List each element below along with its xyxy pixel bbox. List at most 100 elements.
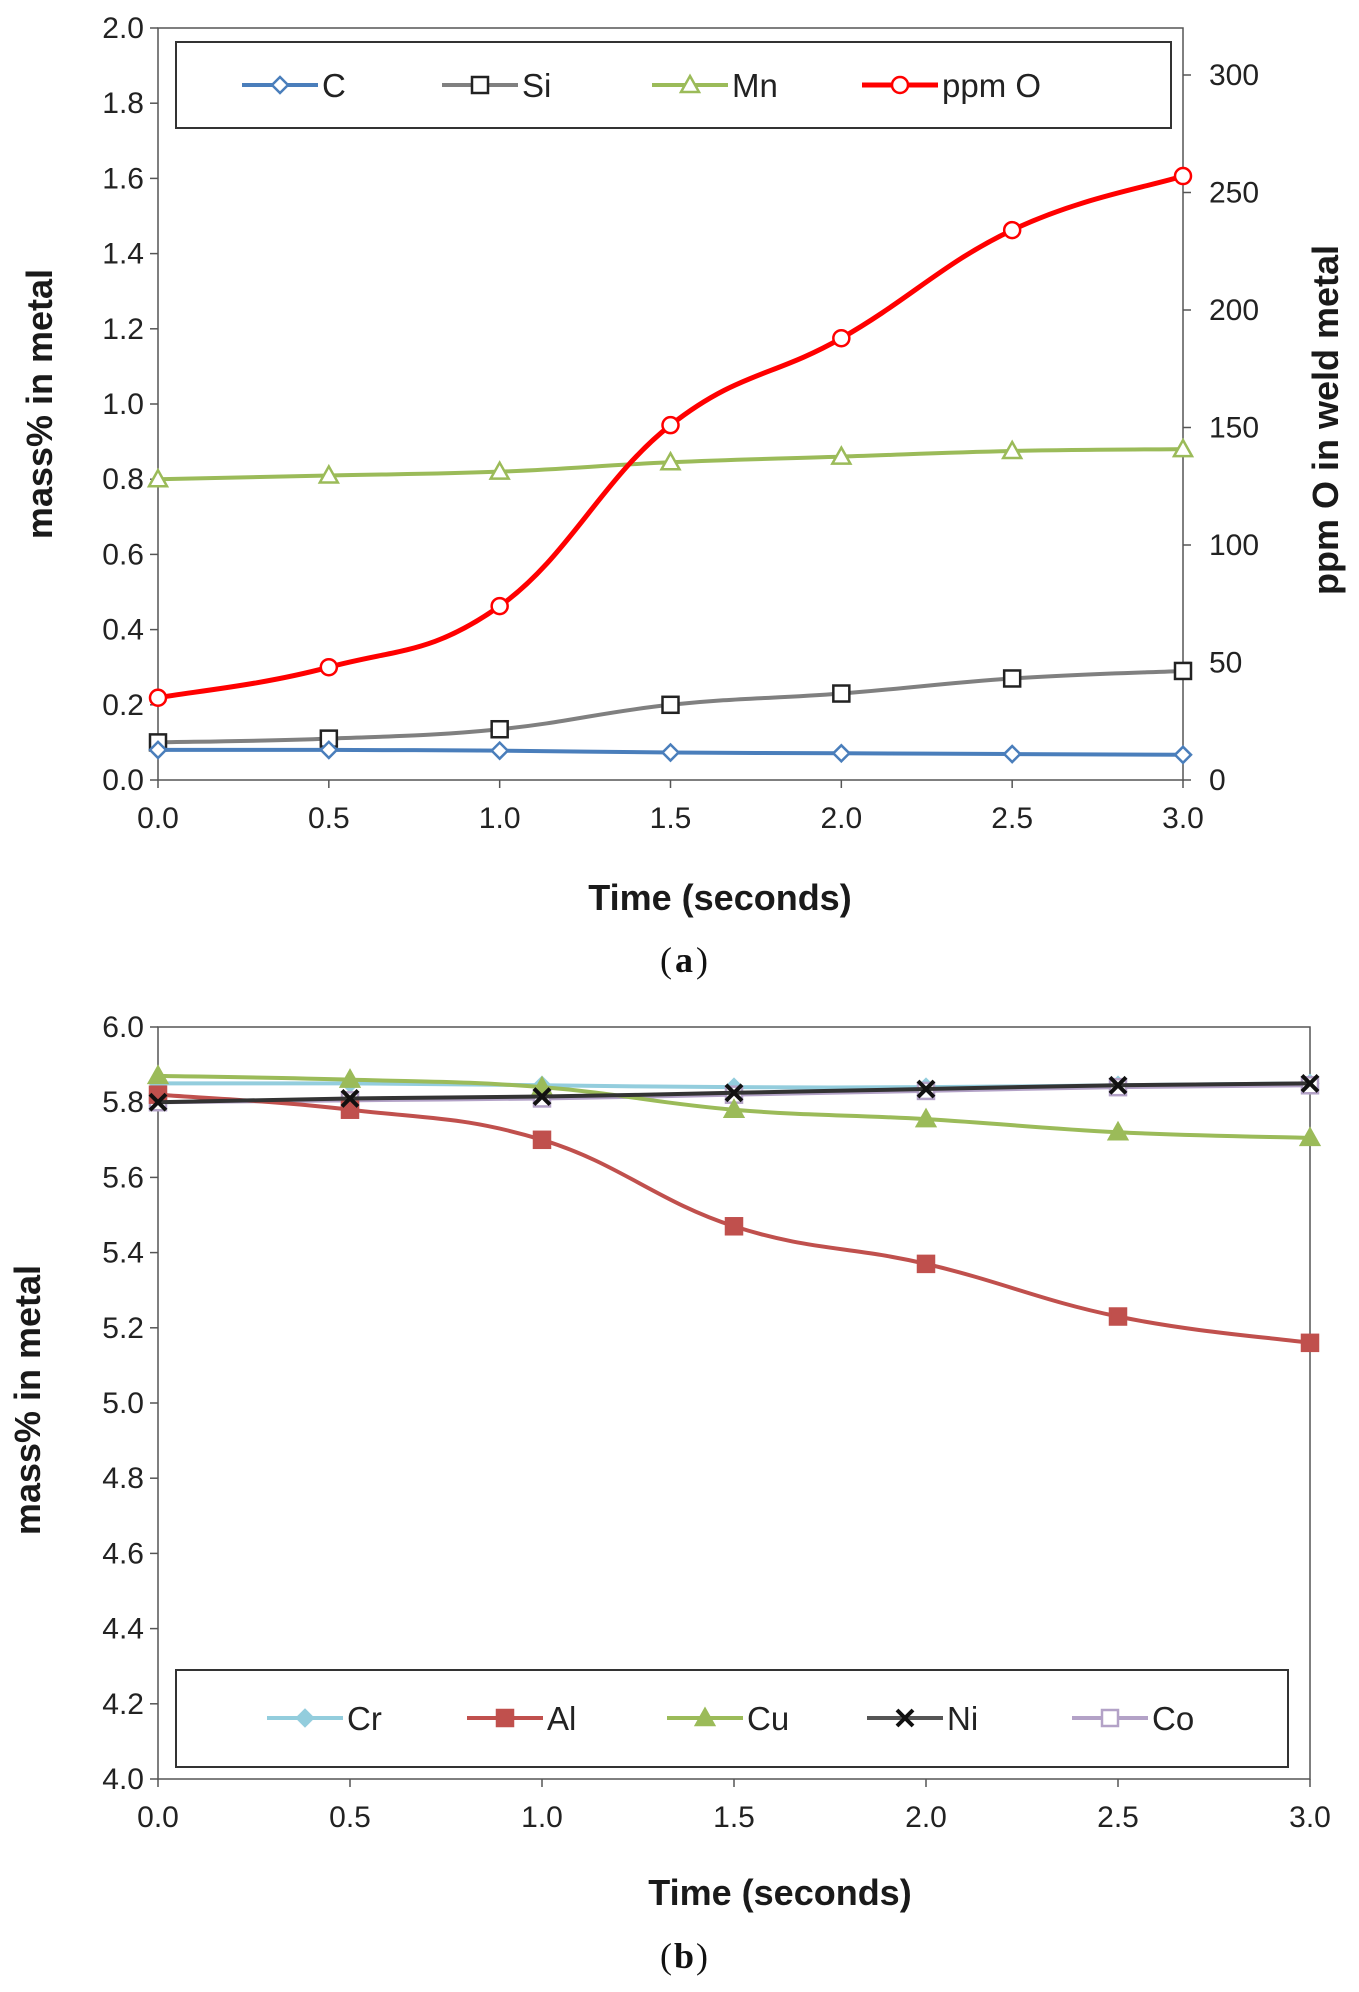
- x-tick-label: 1.5: [713, 1801, 755, 1834]
- y-tick-label: 6.0: [102, 1011, 144, 1044]
- data-point-mn: [1171, 437, 1195, 458]
- panel-a-x-axis: 0.0 0.5 1.0 1.5 2.0 2.5 3.0: [137, 780, 1204, 835]
- x-tick-label: 0.5: [329, 1801, 371, 1834]
- panel-a-y2-axis: 0 50 100 150 200 250 300: [1183, 59, 1259, 797]
- y-tick-label: 1.2: [102, 313, 144, 346]
- data-point-si: [1173, 661, 1193, 681]
- legend-label: C: [322, 67, 346, 104]
- panel-a-y-axis: 0.0 0.2 0.4 0.6 0.8 1.0 1.2 1.4 1.6 1.8 2.0: [102, 12, 158, 797]
- x-tick-label: 3.0: [1162, 802, 1204, 835]
- legend-marker: [295, 1708, 315, 1728]
- legend-label: Al: [547, 1700, 576, 1737]
- y-tick-label: 0.2: [102, 689, 144, 722]
- data-point-ni: [724, 1083, 744, 1103]
- y-tick-label: 0.8: [102, 463, 144, 496]
- y2-tick-label: 200: [1209, 294, 1259, 327]
- y-tick-label: 5.2: [102, 1312, 144, 1345]
- series-al: [148, 1085, 1320, 1353]
- y-tick-label: 5.6: [102, 1161, 144, 1194]
- panel-b-x-axis-title: Time (seconds): [648, 1872, 911, 1913]
- y2-tick-label: 50: [1209, 647, 1242, 680]
- data-point-c: [148, 740, 168, 760]
- data-point-cu: [1106, 1120, 1130, 1141]
- panel-b-label-close: ): [696, 1936, 708, 1976]
- series-c: [148, 740, 1193, 765]
- data-point-c: [660, 742, 681, 763]
- data-point-ppm-o: [661, 415, 680, 435]
- data-point-cu: [914, 1107, 938, 1128]
- y-tick-label: 4.4: [102, 1613, 144, 1646]
- panel-a-label: a: [675, 940, 693, 980]
- data-point-cu: [146, 1064, 170, 1085]
- data-point-mn: [317, 463, 340, 484]
- data-point-al: [724, 1217, 744, 1236]
- panel-b-y-axis: 4.0 4.2 4.4 4.6 4.8 5.0 5.2 5.4 5.6 5.8 6.0: [102, 1011, 158, 1796]
- x-tick-label: 1.5: [650, 802, 692, 835]
- x-tick-label: 2.0: [905, 1801, 947, 1834]
- legend-item-co: Co: [1072, 1700, 1194, 1737]
- data-point-cu: [1298, 1126, 1322, 1147]
- legend-marker: [495, 1708, 515, 1728]
- data-point-ni: [916, 1079, 936, 1099]
- data-point-ni: [1300, 1073, 1320, 1093]
- panel-b-chart: 4.0 4.2 4.4 4.6 4.8 5.0 5.2 5.4 5.6 5.8 6.0 0.0 0.5…: [7, 1011, 1331, 1976]
- legend-marker: [270, 75, 290, 95]
- data-point-c: [1173, 745, 1193, 765]
- data-point-c: [831, 743, 852, 764]
- legend-item-ppm-o: ppm O: [862, 67, 1041, 104]
- x-tick-label: 1.0: [521, 1801, 563, 1834]
- data-point-ni: [1108, 1075, 1128, 1095]
- y-tick-label: 1.4: [102, 238, 144, 271]
- series-line-ppm-o: [155, 173, 1186, 701]
- y2-tick-label: 150: [1209, 412, 1259, 445]
- series-ni: [148, 1073, 1320, 1112]
- data-point-cu: [338, 1068, 362, 1088]
- y-tick-label: 4.8: [102, 1462, 144, 1495]
- legend-marker: [470, 75, 490, 95]
- series-si: [148, 661, 1193, 752]
- y-tick-label: 0.6: [102, 538, 144, 571]
- data-point-ppm-o: [1002, 220, 1022, 240]
- y-tick-label: 1.6: [102, 162, 144, 195]
- legend-item-al: Al: [467, 1700, 576, 1737]
- data-point-cu: [722, 1098, 746, 1118]
- x-tick-label: 1.0: [479, 802, 521, 835]
- y-tick-label: 4.2: [102, 1688, 144, 1721]
- legend-label: Cu: [747, 1700, 789, 1737]
- data-point-c: [489, 740, 510, 761]
- x-stroke-2: [724, 1083, 744, 1103]
- legend-label: Ni: [947, 1700, 978, 1737]
- data-point-mn: [488, 460, 511, 480]
- data-point-ppm-o: [490, 596, 509, 616]
- panel-a-x-axis-title: Time (seconds): [588, 877, 851, 918]
- legend-label: Si: [522, 67, 551, 104]
- data-point-si: [1002, 669, 1022, 688]
- legend-item-ni: Ni: [867, 1700, 978, 1737]
- panel-b-label: b: [674, 1936, 694, 1976]
- legend-marker: [890, 75, 910, 95]
- data-point-c: [1002, 744, 1022, 764]
- legend-label: Co: [1152, 1700, 1194, 1737]
- panel-a-plot-frame: [157, 27, 1184, 781]
- x-stroke-2: [148, 1092, 168, 1112]
- data-point-al: [916, 1254, 936, 1274]
- x-tick-label: 2.5: [1097, 1801, 1139, 1834]
- panel-a-label-close: ): [696, 940, 708, 980]
- legend-label: Mn: [732, 67, 778, 104]
- legend-marker: [895, 1708, 915, 1728]
- legend-marker: [678, 73, 702, 94]
- y-tick-label: 5.4: [102, 1237, 144, 1270]
- panel-b-plot-frame: [157, 1026, 1311, 1780]
- data-point-ppm-o: [319, 657, 339, 677]
- series-mn: [146, 437, 1195, 488]
- panel-b-y-axis-title: mass% in metal: [7, 1265, 48, 1535]
- x-tick-label: 0.0: [137, 1801, 179, 1834]
- data-point-al: [532, 1130, 552, 1150]
- y-tick-label: 5.0: [102, 1387, 144, 1420]
- legend-label: Cr: [347, 1700, 382, 1737]
- data-point-al: [1300, 1333, 1320, 1353]
- legend-label: ppm O: [942, 67, 1041, 104]
- legend-item-si: Si: [442, 67, 551, 104]
- panel-b-series: [146, 1064, 1322, 1353]
